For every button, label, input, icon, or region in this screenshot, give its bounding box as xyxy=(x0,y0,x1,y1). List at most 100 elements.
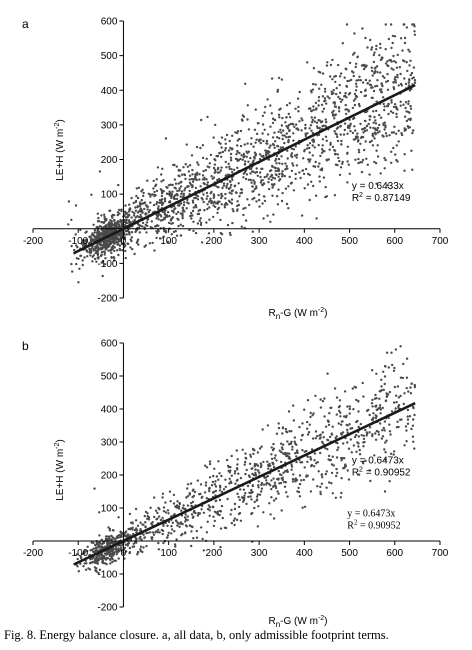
data-point xyxy=(385,439,388,442)
data-point xyxy=(388,430,392,433)
data-point xyxy=(199,492,202,496)
data-point xyxy=(317,96,321,99)
data-point xyxy=(100,244,104,247)
data-point xyxy=(208,218,211,221)
data-point xyxy=(347,163,350,166)
data-point xyxy=(95,547,98,551)
data-point xyxy=(294,477,297,480)
data-point xyxy=(286,127,290,130)
data-point xyxy=(269,220,272,223)
data-point xyxy=(225,166,228,169)
data-point xyxy=(103,213,106,216)
data-point xyxy=(335,92,338,96)
data-point xyxy=(146,208,149,211)
data-point xyxy=(281,426,285,430)
data-point xyxy=(308,198,311,202)
data-point xyxy=(123,237,127,241)
data-point xyxy=(196,171,199,174)
data-point xyxy=(166,509,170,512)
data-point xyxy=(161,492,165,495)
data-point xyxy=(219,545,222,549)
data-point xyxy=(332,464,335,467)
data-point xyxy=(368,118,371,121)
data-point xyxy=(354,158,357,161)
data-point xyxy=(372,110,375,113)
data-point xyxy=(309,456,312,459)
data-point xyxy=(317,99,320,102)
data-point xyxy=(317,70,320,74)
data-point xyxy=(184,187,187,190)
data-point xyxy=(200,508,203,511)
data-point xyxy=(364,65,367,69)
data-point xyxy=(406,408,410,412)
data-point xyxy=(237,182,240,185)
data-point xyxy=(315,121,319,125)
data-point xyxy=(335,467,338,471)
data-point xyxy=(229,156,233,159)
data-point xyxy=(135,194,138,198)
data-point xyxy=(298,474,302,477)
data-point xyxy=(400,132,403,135)
data-point xyxy=(153,515,156,519)
data-point xyxy=(397,396,401,399)
x-tick-label: -100 xyxy=(68,548,88,559)
data-point xyxy=(386,184,389,187)
x-tick-label: 500 xyxy=(341,548,358,559)
data-point xyxy=(229,159,233,162)
data-point xyxy=(273,182,276,186)
data-point xyxy=(129,207,132,210)
regression-equation: y = 0.6433x xyxy=(352,181,404,192)
data-point xyxy=(277,76,281,80)
data-point xyxy=(188,181,192,184)
data-point xyxy=(110,251,113,255)
data-point xyxy=(103,552,107,555)
data-point xyxy=(132,214,136,217)
data-point xyxy=(145,544,148,548)
data-point xyxy=(271,176,275,179)
data-point xyxy=(383,490,387,493)
data-point xyxy=(303,187,306,190)
data-point xyxy=(254,471,257,475)
data-point xyxy=(160,173,163,176)
data-point xyxy=(199,217,202,220)
data-point xyxy=(96,252,100,256)
data-point xyxy=(271,485,275,488)
data-point xyxy=(355,136,358,140)
data-point xyxy=(313,452,317,455)
data-point xyxy=(319,154,322,158)
data-point xyxy=(288,128,291,132)
data-point xyxy=(372,412,375,415)
data-point xyxy=(370,86,373,90)
data-point xyxy=(141,211,144,214)
data-point xyxy=(263,199,267,203)
data-point xyxy=(336,135,339,139)
data-point xyxy=(273,481,277,484)
data-point xyxy=(142,191,145,195)
data-point xyxy=(189,482,193,485)
data-point xyxy=(210,484,214,487)
data-point xyxy=(276,90,279,93)
data-point xyxy=(320,167,324,170)
y-tick-label: 600 xyxy=(101,17,118,28)
data-point xyxy=(253,500,256,504)
data-point xyxy=(116,213,120,217)
data-point xyxy=(78,267,81,270)
data-point xyxy=(76,246,79,249)
data-point xyxy=(167,520,171,524)
data-point xyxy=(117,183,120,187)
data-point xyxy=(261,167,264,170)
data-point xyxy=(373,67,377,70)
data-point xyxy=(253,182,256,185)
data-point xyxy=(233,470,237,473)
data-point xyxy=(374,162,378,165)
data-point xyxy=(190,217,193,220)
data-point xyxy=(174,207,177,210)
data-point xyxy=(118,208,121,212)
data-point xyxy=(376,79,379,82)
data-point xyxy=(145,204,148,207)
data-point xyxy=(163,197,167,200)
data-point xyxy=(386,104,390,108)
data-point xyxy=(215,499,218,502)
data-point xyxy=(413,413,416,417)
